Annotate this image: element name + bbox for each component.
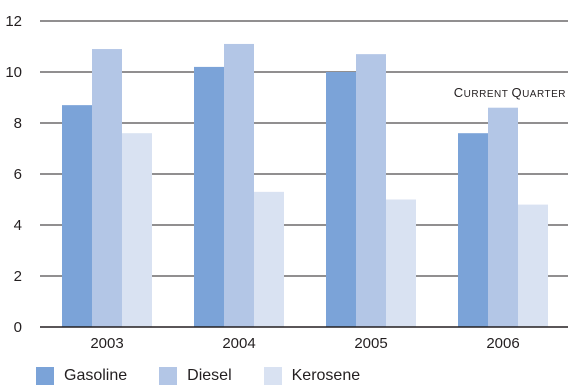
bar-gasoline-2003 xyxy=(62,105,92,328)
bar-gasoline-2006 xyxy=(458,133,488,327)
y-tick-label: 10 xyxy=(5,64,22,81)
y-tick-label: 0 xyxy=(14,319,22,336)
y-tick-label: 4 xyxy=(14,217,22,234)
y-tick-label: 6 xyxy=(14,166,22,183)
x-tick-label: 2003 xyxy=(90,335,123,352)
legend-label-kerosene: Kerosene xyxy=(291,367,361,384)
bar-kerosene-2006 xyxy=(518,204,548,327)
x-axis-labels: 2003 2004 2005 2006 xyxy=(90,335,519,352)
bar-kerosene-2004 xyxy=(254,191,284,327)
legend-item-kerosene: Kerosene xyxy=(263,367,361,385)
legend: Gasoline Diesel Kerosene xyxy=(36,365,392,387)
bar-kerosene-2003 xyxy=(122,133,152,327)
current-quarter-annotation: CURRENT QUARTER xyxy=(454,85,566,100)
bar-diesel-2005 xyxy=(356,54,386,328)
bar-kerosene-2005 xyxy=(386,199,416,327)
x-tick-label: 2004 xyxy=(222,335,255,352)
legend-item-gasoline: Gasoline xyxy=(36,367,127,385)
y-tick-label: 12 xyxy=(5,13,22,30)
bar-gasoline-2005 xyxy=(326,72,356,327)
x-tick-label: 2005 xyxy=(354,335,387,352)
legend-label-gasoline: Gasoline xyxy=(64,367,128,384)
legend-swatch-kerosene xyxy=(263,367,282,385)
y-tick-label: 8 xyxy=(14,115,22,132)
bar-diesel-2003 xyxy=(92,49,122,328)
bars xyxy=(62,43,548,328)
legend-label-diesel: Diesel xyxy=(187,367,232,384)
x-tick-label: 2006 xyxy=(486,335,519,352)
legend-swatch-gasoline xyxy=(36,367,54,385)
bar-diesel-2004 xyxy=(224,43,254,327)
legend-swatch-diesel xyxy=(159,367,178,385)
y-tick-label: 2 xyxy=(14,268,22,285)
bar-gasoline-2004 xyxy=(194,66,224,328)
y-axis-labels: 0 2 4 6 8 10 12 xyxy=(5,13,22,336)
legend-item-diesel: Diesel xyxy=(159,367,232,385)
bar-diesel-2006 xyxy=(488,107,518,327)
